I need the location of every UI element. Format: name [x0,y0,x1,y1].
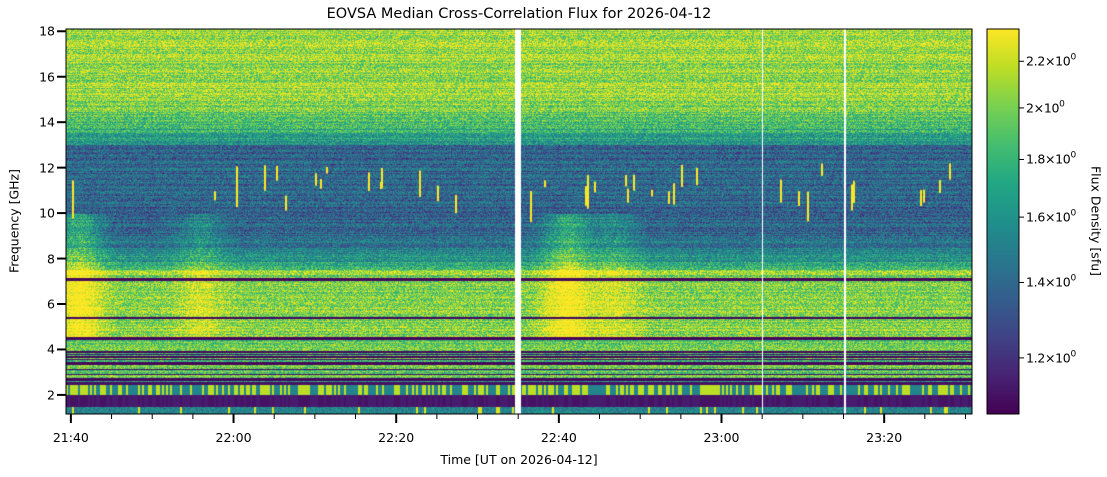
y-tick-label: 10 [39,205,55,221]
colorbar [987,29,1019,414]
colorbar-tick-times: ×10 [1044,209,1071,225]
colorbar-tick-label: 1.6×100 [1026,208,1076,225]
y-tick-label: 2 [47,387,55,403]
x-axis-label: Time [UT on 2026-04-12] [440,452,598,467]
chart-title: EOVSA Median Cross-Correlation Flux for … [326,6,712,22]
colorbar-tick-label: 1.8×100 [1026,150,1076,167]
colorbar-tick-times: ×10 [1044,151,1071,167]
colorbar-tick-times: ×10 [1044,274,1071,290]
colorbar-tick-mantissa: 2 [1026,100,1034,116]
x-tick-label: 22:00 [215,430,252,445]
colorbar-tick-exponent: 0 [1070,208,1076,219]
colorbar-tick-mantissa: 2.2 [1026,53,1045,69]
colorbar-tick-times: ×10 [1033,100,1060,116]
colorbar-tick-mantissa: 1.2 [1026,350,1045,366]
colorbar-tick-mantissa: 1.6 [1026,209,1045,225]
colorbar-tick-label: 2.2×100 [1026,52,1076,69]
colorbar-tick-mantissa: 1.8 [1026,151,1045,167]
y-tick-label: 4 [47,341,55,357]
y-tick-label: 12 [39,160,55,176]
x-tick-label: 23:20 [866,430,903,445]
colorbar-tick-exponent: 0 [1070,52,1076,63]
colorbar-tick-label: 1.2×100 [1026,349,1076,366]
colorbar-tick-exponent: 0 [1070,349,1076,360]
colorbar-tick-exponent: 0 [1070,273,1076,284]
spectrogram-heatmap [66,29,972,414]
x-tick-label: 22:40 [540,430,577,445]
x-tick-label: 22:20 [378,430,415,445]
y-tick-label: 14 [39,114,55,130]
colorbar-tick-exponent: 0 [1059,99,1065,110]
y-axis-label: Frequency [GHz] [6,169,22,273]
x-tick-label: 21:40 [52,430,89,445]
y-tick-label: 16 [39,69,55,85]
y-tick-label: 8 [47,251,55,267]
colorbar-tick-times: ×10 [1044,350,1071,366]
colorbar-tick-label: 2×100 [1026,99,1065,116]
colorbar-label: Flux Density [sfu] [1088,165,1104,277]
plot-frame [65,28,973,415]
colorbar-tick-label: 1.4×100 [1026,273,1076,290]
y-tick-label: 6 [47,296,55,312]
x-tick-label: 23:00 [703,430,740,445]
y-tick-label: 18 [39,23,55,39]
colorbar-tick-exponent: 0 [1070,150,1076,161]
colorbar-tick-times: ×10 [1044,53,1071,69]
colorbar-frame [986,28,1020,415]
colorbar-tick-mantissa: 1.4 [1026,274,1045,290]
